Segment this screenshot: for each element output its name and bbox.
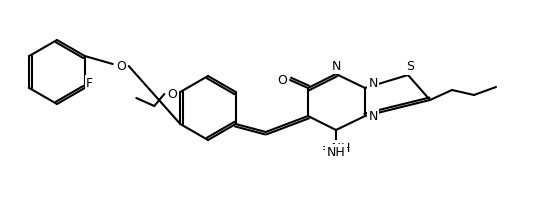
Text: S: S xyxy=(406,60,414,73)
Text: O: O xyxy=(116,59,125,72)
Text: N: N xyxy=(368,110,378,123)
Text: F: F xyxy=(86,76,94,89)
Text: NH: NH xyxy=(327,146,345,159)
Text: O: O xyxy=(277,73,287,86)
Text: O: O xyxy=(167,87,177,100)
Text: =NH: =NH xyxy=(321,141,351,154)
Text: N: N xyxy=(368,76,378,89)
Text: N: N xyxy=(331,59,340,72)
